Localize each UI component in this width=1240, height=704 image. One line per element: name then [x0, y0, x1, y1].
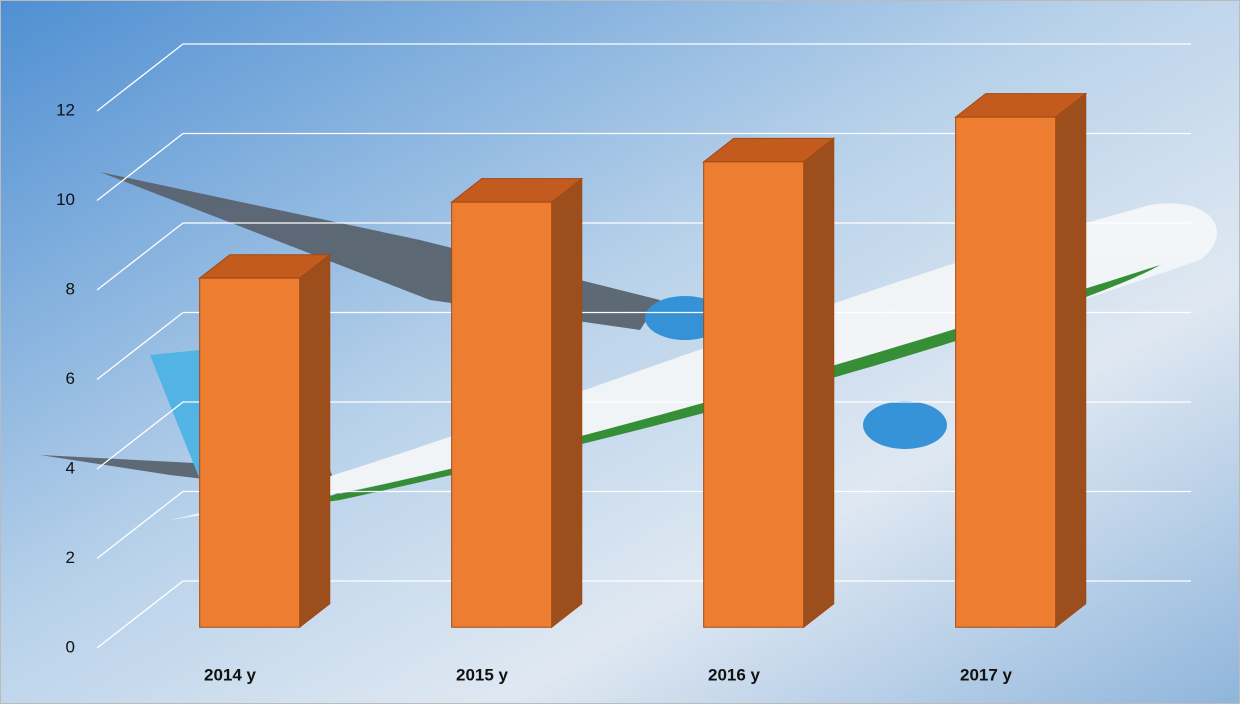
grid-line: [96, 132, 1191, 202]
bar-side: [551, 177, 583, 629]
grid-line: [96, 401, 1191, 470]
y-tick-label: 4: [66, 458, 75, 477]
bar: [450, 177, 584, 629]
grid-line: [96, 222, 1191, 291]
bar-front: [451, 201, 553, 628]
bar: [198, 253, 332, 629]
bar-side: [803, 137, 835, 629]
bar: [954, 92, 1088, 629]
bar-side: [1055, 92, 1087, 629]
bar: [702, 137, 836, 629]
bar-front: [199, 277, 301, 628]
y-tick-label: 8: [66, 279, 75, 298]
bar-side: [299, 253, 331, 629]
y-tick-label: 10: [56, 190, 75, 209]
bar-front: [703, 161, 805, 628]
grid-line: [96, 43, 1191, 112]
y-tick-label: 2: [66, 548, 75, 567]
x-tick-label: 2015 y: [456, 665, 509, 684]
grid-line: [96, 490, 1191, 560]
y-tick-label: 0: [66, 637, 75, 656]
grid-line: [96, 311, 1191, 381]
x-tick-label: 2014 y: [204, 665, 257, 684]
x-tick-label: 2016 y: [708, 665, 761, 684]
y-tick-label: 12: [56, 100, 75, 119]
x-tick-label: 2017 y: [960, 665, 1013, 684]
y-tick-label: 6: [66, 369, 75, 388]
bar-front: [955, 116, 1057, 628]
grid-line: [96, 580, 1191, 649]
